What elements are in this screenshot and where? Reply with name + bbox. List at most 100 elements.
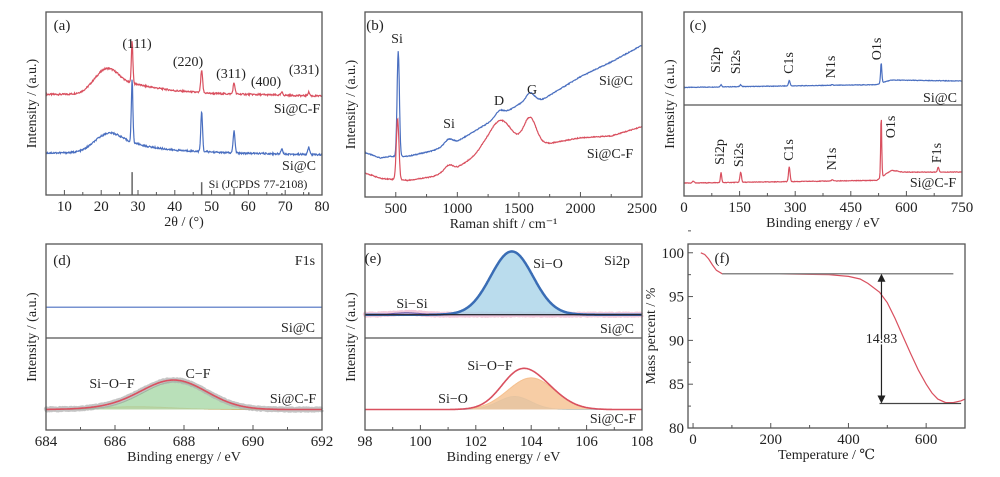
- x-tick-label: 2500: [627, 201, 657, 217]
- panel-d: 684 686 688 690 692 Binding energy / eV Intens…: [25, 243, 334, 465]
- plot-frame: [45, 11, 323, 196]
- x-tick-label: 20: [94, 199, 109, 215]
- annotation: F1s: [930, 143, 945, 163]
- y-tick-label: 100: [662, 246, 685, 262]
- series-c-f-fill: [46, 381, 322, 410]
- panel-label: (d): [53, 253, 71, 269]
- x-axis-label: Binding energy / eV: [127, 450, 241, 465]
- x-tick-label: 300: [784, 200, 807, 216]
- x-tick-label: 80: [315, 199, 330, 215]
- annotation: Si: [443, 117, 455, 132]
- annotation: (400): [251, 75, 282, 90]
- series-tga: [700, 252, 966, 404]
- x-tick-label: 70: [278, 199, 293, 215]
- series-si-c-f: [364, 116, 643, 182]
- panel-label: (a): [54, 18, 71, 34]
- x-axis-label: 2θ / (°): [164, 215, 204, 230]
- series-si-c: [683, 63, 963, 89]
- x-tick-label: 500: [385, 201, 408, 217]
- annotation: Si−O: [533, 257, 563, 272]
- annotation: Si@C: [599, 74, 633, 89]
- y-tick-label: 85: [669, 377, 684, 393]
- x-axis-label: Temperature / ℃: [778, 448, 875, 463]
- annotation: N1s: [824, 56, 839, 79]
- x-tick-label: 400: [837, 432, 860, 448]
- panel-f: 0 200 400 600 80 85 90 95 100 Temperature / ℃ Mass…: [644, 230, 966, 463]
- plot-frame: [683, 11, 963, 197]
- y-axis-label: Intensity / (a.u.): [344, 292, 359, 382]
- x-tick-label: 108: [631, 434, 654, 450]
- x-tick-label: 102: [465, 434, 488, 450]
- arrow-head-up: [877, 273, 886, 282]
- annotation: G: [527, 83, 537, 98]
- x-tick-label: 0: [689, 432, 697, 448]
- x-tick-label: 10: [57, 199, 72, 215]
- annotation: Si2s: [732, 143, 747, 167]
- annotation: Si (JCPDS 77-2108): [209, 177, 308, 191]
- y-axis-label: Intensity / (a.u.): [25, 58, 40, 148]
- annotation: Si2p: [604, 254, 630, 269]
- panel-label: (b): [366, 18, 384, 34]
- y-axis-label: Intensity / (a.u.): [25, 292, 40, 382]
- series-si-c-f: [46, 379, 322, 411]
- x-axis-label: Binding energy / eV: [447, 450, 561, 465]
- panel-b: 500 1000 1500 2000 2500 Raman shift / cm⁻¹ Int…: [344, 11, 657, 232]
- x-tick-label: 686: [104, 434, 127, 450]
- x-tick-label: 60: [241, 199, 256, 215]
- x-tick-label: 50: [204, 199, 219, 215]
- annotation: (311): [216, 67, 246, 82]
- annotation: Si@C: [282, 159, 316, 174]
- x-tick-label: 600: [915, 432, 938, 448]
- x-tick-label: 750: [951, 200, 974, 216]
- annotation: Si: [391, 32, 403, 47]
- y-tick-label: 80: [669, 421, 684, 437]
- annotation: D: [494, 94, 504, 109]
- y-tick-label: 95: [669, 290, 684, 306]
- x-tick-label: 690: [242, 434, 265, 450]
- annotation: Si2p: [709, 47, 724, 73]
- annotation: (331): [289, 63, 320, 78]
- panel-e: 98 100 102 104 106 108 Binding energy / eV Inte…: [344, 243, 654, 465]
- x-tick-label: 688: [173, 434, 196, 450]
- x-tick-label: 100: [409, 434, 432, 450]
- annotation: Si2s: [729, 50, 744, 74]
- y-axis-label: Intensity / (a.u.): [344, 59, 359, 149]
- annotation: F1s: [295, 254, 315, 269]
- annotation: (220): [173, 55, 204, 70]
- panel-c: 0 150 300 450 600 750 Binding energy / eV Inten…: [663, 11, 974, 231]
- plot-frame: [364, 11, 643, 198]
- x-tick-label: 2000: [565, 201, 595, 217]
- x-axis-label: Binding energy / eV: [766, 216, 880, 231]
- arrow-head-down: [877, 395, 886, 404]
- series-si-c-f: [365, 367, 642, 411]
- annotation: C1s: [782, 139, 797, 161]
- series-si-c: [364, 44, 643, 159]
- panel-label: (e): [365, 251, 382, 267]
- annotation: N1s: [825, 148, 840, 171]
- series-si-c: [45, 79, 323, 157]
- annotation: Si−O: [438, 392, 468, 407]
- annotation: Si@C: [600, 322, 634, 337]
- x-tick-label: 692: [311, 434, 334, 450]
- x-tick-label: 106: [575, 434, 598, 450]
- x-tick-label: 104: [520, 434, 543, 450]
- y-tick-label: 90: [669, 333, 684, 349]
- annotation: C−F: [185, 367, 210, 382]
- series-si-c-f: [45, 41, 323, 98]
- y-axis-label: Intensity / (a.u.): [663, 59, 678, 149]
- y-axis-label: Mass percent / %: [644, 287, 659, 384]
- x-tick-label: 450: [840, 200, 863, 216]
- annotation: Si2p: [713, 139, 728, 165]
- x-tick-label: 200: [760, 432, 783, 448]
- annotation: C1s: [782, 52, 797, 74]
- series-si-o-fill: [365, 251, 642, 315]
- panel-a: 10 20 30 40 50 60 70 80 2θ / (°) Intensity / (a.u…: [25, 11, 330, 230]
- x-tick-label: 600: [895, 200, 918, 216]
- annotation: Si@C-F: [270, 392, 317, 407]
- annotation: Si−O−F: [89, 377, 135, 392]
- x-tick-label: 0: [680, 200, 688, 216]
- annotation: Si@C: [281, 321, 315, 336]
- x-axis-label: Raman shift / cm⁻¹: [450, 217, 558, 232]
- annotation: Si@C-F: [590, 412, 637, 427]
